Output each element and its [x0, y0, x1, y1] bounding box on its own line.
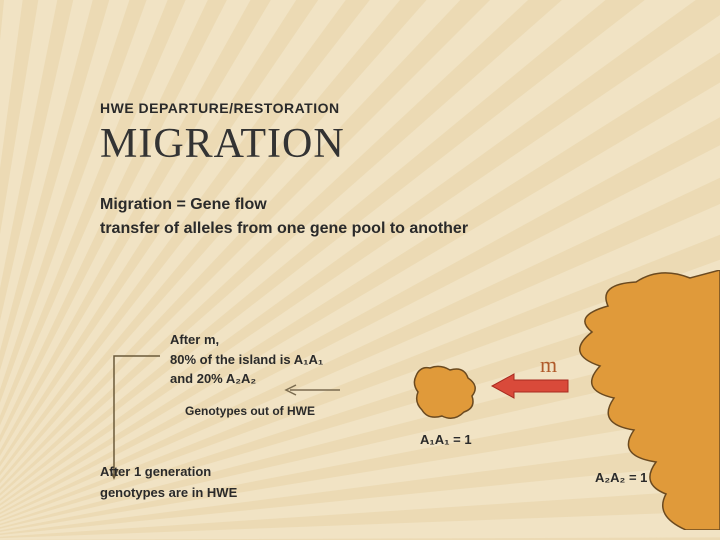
island-genotype-label: A₁A₁ = 1 — [420, 432, 472, 447]
island-shape-icon — [410, 362, 482, 424]
after-1-generation-block: After 1 generation genotypes are in HWE — [100, 462, 237, 504]
migration-m-label: m — [540, 352, 557, 378]
after-m-line-1: After m, — [170, 330, 323, 350]
small-arrow-icon — [282, 384, 342, 396]
slide-title: MIGRATION — [100, 120, 620, 168]
definition-line-2: transfer of alleles from one gene pool t… — [100, 220, 620, 238]
definition-line-1: Migration = Gene flow — [100, 196, 620, 214]
after1gen-line-2: genotypes are in HWE — [100, 483, 237, 504]
after-m-block: After m, 80% of the island is A₁A₁ and 2… — [170, 330, 323, 389]
kicker-text: HWE DEPARTURE/RESTORATION — [100, 100, 620, 116]
after-m-line-2: 80% of the island is A₁A₁ — [170, 350, 323, 370]
migration-arrow-icon — [490, 372, 570, 400]
mainland-shape-icon — [570, 270, 720, 530]
mainland-genotype-label: A₂A₂ = 1 — [595, 470, 647, 485]
slide-content: HWE DEPARTURE/RESTORATION MIGRATION Migr… — [0, 0, 720, 238]
after1gen-line-1: After 1 generation — [100, 462, 237, 483]
out-of-hwe-caption: Genotypes out of HWE — [185, 404, 315, 418]
